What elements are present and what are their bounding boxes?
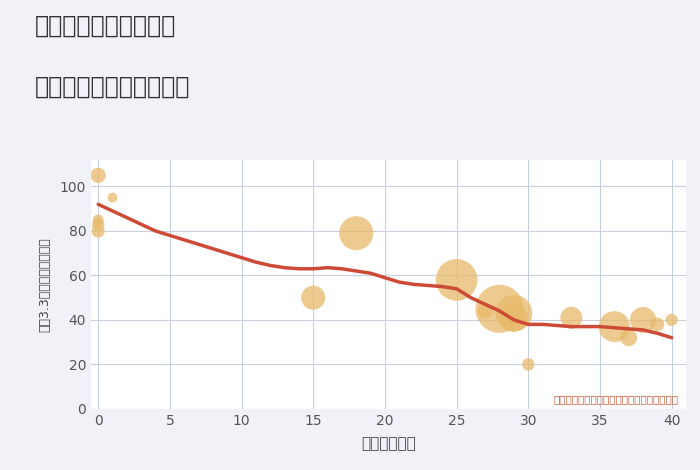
Text: 兵庫県西宮市青葉台の: 兵庫県西宮市青葉台の	[35, 14, 176, 38]
Point	[494, 305, 505, 313]
Point	[623, 334, 634, 342]
Point	[480, 307, 491, 315]
Point	[609, 323, 620, 330]
Point	[508, 314, 519, 321]
Point	[523, 360, 534, 368]
Point	[666, 316, 678, 324]
Point	[92, 227, 104, 235]
Point	[566, 314, 577, 321]
Point	[107, 194, 118, 201]
Point	[508, 310, 519, 317]
Point	[92, 216, 104, 224]
Point	[92, 172, 104, 179]
Text: 築年数別中古戸建て価格: 築年数別中古戸建て価格	[35, 75, 190, 99]
Point	[451, 276, 462, 284]
Y-axis label: 坪（3.3㎡）単価（万円）: 坪（3.3㎡）単価（万円）	[38, 237, 51, 332]
Point	[638, 316, 649, 324]
Text: 円の大きさは、取引のあった物件面積を示す: 円の大きさは、取引のあった物件面積を示す	[554, 394, 679, 405]
X-axis label: 築年数（年）: 築年数（年）	[361, 436, 416, 451]
Point	[652, 321, 663, 328]
Point	[307, 294, 318, 301]
Point	[92, 220, 104, 228]
Point	[351, 229, 362, 237]
